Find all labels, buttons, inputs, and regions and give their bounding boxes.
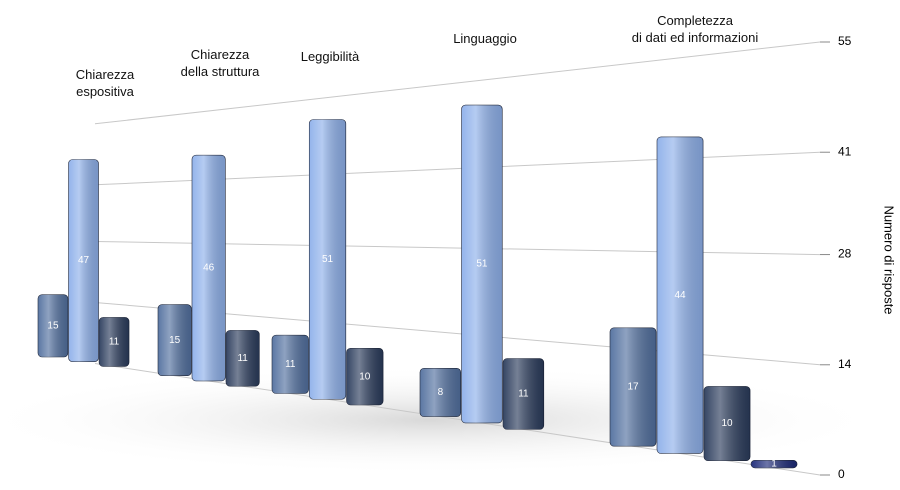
value-label: 17 bbox=[627, 382, 639, 393]
y-tick-label: 55 bbox=[838, 34, 852, 48]
value-label: 10 bbox=[359, 371, 371, 382]
value-label: 15 bbox=[47, 320, 59, 331]
value-label: 1 bbox=[771, 459, 777, 470]
category-label: Chiarezza della struttura bbox=[180, 47, 260, 79]
y-tick-label: 14 bbox=[838, 357, 852, 371]
y-axis-label: Numero di risposte bbox=[882, 205, 897, 314]
value-label: 11 bbox=[285, 359, 296, 370]
value-label: 8 bbox=[438, 387, 444, 398]
category-label: Completezza di dati ed informazioni bbox=[631, 13, 759, 45]
value-label: 15 bbox=[169, 335, 181, 346]
category-label: Chiarezza espositiva bbox=[75, 67, 135, 99]
value-label: 11 bbox=[518, 389, 529, 400]
grid-line bbox=[94, 362, 821, 476]
value-label: 51 bbox=[322, 254, 334, 265]
y-tick-label: 0 bbox=[838, 467, 845, 481]
y-tick-label: 41 bbox=[838, 144, 852, 158]
value-label: 47 bbox=[78, 255, 90, 266]
y-tick-label: 28 bbox=[838, 247, 852, 261]
grid-line bbox=[94, 41, 821, 125]
value-label: 46 bbox=[203, 263, 215, 274]
value-label: 44 bbox=[674, 290, 686, 301]
category-label: Leggibilità bbox=[300, 49, 360, 64]
value-label: 11 bbox=[237, 353, 248, 364]
value-label: 11 bbox=[109, 337, 120, 348]
value-label: 51 bbox=[476, 259, 488, 270]
value-label: 10 bbox=[721, 418, 733, 429]
category-label: Linguaggio bbox=[453, 31, 517, 46]
